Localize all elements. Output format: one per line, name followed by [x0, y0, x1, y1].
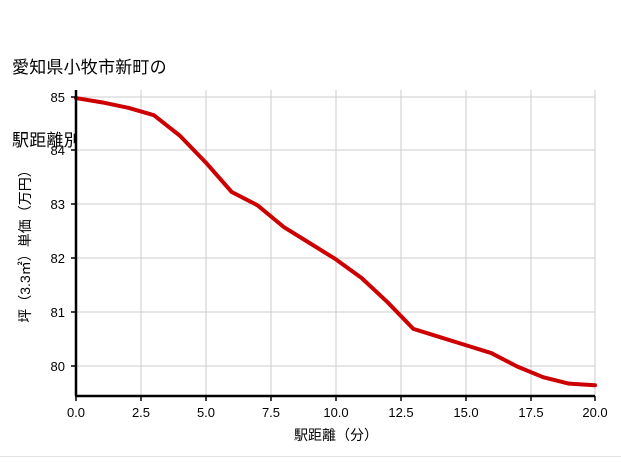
- y-tick-label-85: 85: [51, 90, 65, 105]
- x-tick-marks: [75, 396, 596, 401]
- bottom-divider: [0, 456, 621, 457]
- x-tick-label-0-0: 0.0: [67, 405, 85, 420]
- chart-title-line-1: 愛知県小牧市新町の: [12, 58, 167, 78]
- x-tick-label-10-0: 10.0: [323, 405, 348, 420]
- x-tick-label-17-5: 17.5: [518, 405, 543, 420]
- x-tick-label-12-5: 12.5: [388, 405, 413, 420]
- x-tick-label-15-0: 15.0: [453, 405, 478, 420]
- y-tick-label-80: 80: [51, 359, 65, 374]
- y-tick-label-84: 84: [51, 143, 65, 158]
- y-axis-title: 坪（3.3㎡）単価（万円）: [17, 163, 33, 322]
- x-tick-label-5-0: 5.0: [197, 405, 215, 420]
- y-tick-marks: [71, 96, 76, 367]
- x-tick-labels: 0.0 2.5 5.0 7.5 10.0 12.5 15.0 17.5 20.0: [67, 405, 608, 420]
- x-axis-title: 駅距離（分）: [294, 427, 378, 443]
- y-tick-labels: 85 84 83 82 81 80: [51, 90, 65, 374]
- x-tick-label-2-5: 2.5: [132, 405, 150, 420]
- x-tick-label-7-5: 7.5: [262, 405, 280, 420]
- x-tick-label-20-0: 20.0: [582, 405, 607, 420]
- y-tick-label-83: 83: [51, 197, 65, 212]
- data-line-tsubo-price: [74, 96, 597, 388]
- y-tick-label-81: 81: [51, 305, 65, 320]
- y-tick-label-82: 82: [51, 251, 65, 266]
